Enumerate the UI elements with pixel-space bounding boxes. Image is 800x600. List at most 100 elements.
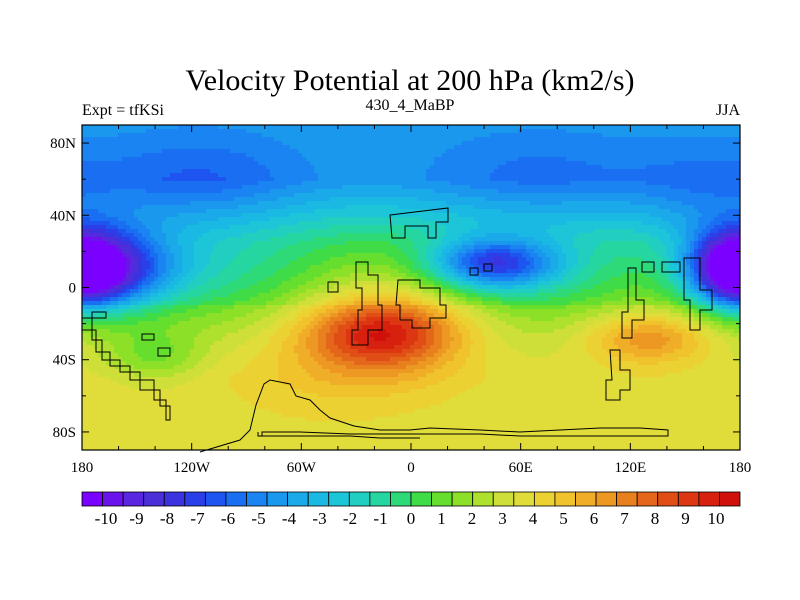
field-cell <box>422 217 427 222</box>
field-cell <box>302 169 307 174</box>
field-cell <box>122 245 127 250</box>
field-cell <box>638 193 643 198</box>
field-cell <box>326 193 331 198</box>
field-cell <box>710 145 715 150</box>
field-cell <box>230 245 235 250</box>
field-cell <box>146 225 151 230</box>
field-cell <box>626 213 631 218</box>
field-cell <box>174 221 179 226</box>
field-cell <box>722 173 727 178</box>
field-cell <box>150 229 155 234</box>
field-cell <box>714 233 719 238</box>
field-cell <box>730 185 735 190</box>
field-cell <box>354 217 359 222</box>
field-cell <box>238 209 243 214</box>
field-cell <box>466 149 471 154</box>
field-cell <box>134 225 139 230</box>
field-cell <box>562 201 567 206</box>
field-cell <box>670 157 675 162</box>
field-cell <box>330 137 335 142</box>
field-cell <box>446 193 451 198</box>
field-cell <box>282 193 287 198</box>
field-cell <box>342 169 347 174</box>
field-cell <box>146 181 151 186</box>
field-cell <box>326 153 331 158</box>
field-cell <box>270 177 275 182</box>
field-cell <box>650 201 655 206</box>
field-cell <box>250 161 255 166</box>
field-cell <box>346 133 351 138</box>
field-cell <box>726 241 731 246</box>
field-cell <box>130 237 135 242</box>
field-cell <box>542 213 547 218</box>
field-cell <box>442 217 447 222</box>
field-cell <box>158 201 163 206</box>
field-cell <box>698 193 703 198</box>
field-cell <box>138 153 143 158</box>
field-cell <box>90 245 95 250</box>
field-cell <box>598 241 603 246</box>
field-cell <box>550 185 555 190</box>
field-cell <box>474 133 479 138</box>
field-cell <box>594 197 599 202</box>
field-cell <box>710 169 715 174</box>
field-cell <box>258 173 263 178</box>
field-cell <box>370 233 375 238</box>
field-cell <box>254 213 259 218</box>
field-cell <box>106 205 111 210</box>
field-cell <box>342 233 347 238</box>
field-cell <box>434 177 439 182</box>
field-cell <box>118 209 123 214</box>
field-cell <box>550 165 555 170</box>
field-cell <box>134 141 139 146</box>
field-cell <box>578 217 583 222</box>
field-cell <box>382 169 387 174</box>
field-cell <box>154 157 159 162</box>
field-cell <box>502 185 507 190</box>
field-cell <box>490 141 495 146</box>
field-cell <box>326 173 331 178</box>
field-cell <box>578 233 583 238</box>
field-cell <box>694 157 699 162</box>
field-cell <box>374 217 379 222</box>
field-cell <box>714 225 719 230</box>
field-cell <box>530 173 535 178</box>
field-cell <box>642 205 647 210</box>
field-cell <box>570 241 575 246</box>
field-cell <box>354 165 359 170</box>
field-cell <box>494 137 499 142</box>
field-cell <box>418 141 423 146</box>
field-cell <box>282 137 287 142</box>
field-cell <box>506 213 511 218</box>
field-cell <box>602 129 607 134</box>
field-cell <box>402 137 407 142</box>
field-cell <box>442 237 447 242</box>
field-cell <box>90 181 95 186</box>
field-cell <box>638 157 643 162</box>
field-cell <box>470 201 475 206</box>
field-cell <box>486 129 491 134</box>
field-cell <box>630 185 635 190</box>
field-cell <box>278 137 283 142</box>
field-cell <box>354 193 359 198</box>
field-cell <box>410 189 415 194</box>
field-cell <box>230 189 235 194</box>
field-cell <box>202 209 207 214</box>
field-cell <box>382 193 387 198</box>
field-cell <box>430 189 435 194</box>
field-cell <box>602 205 607 210</box>
field-cell <box>390 165 395 170</box>
field-cell <box>722 205 727 210</box>
field-cell <box>630 181 635 186</box>
field-cell <box>322 237 327 242</box>
field-cell <box>374 125 379 130</box>
field-cell <box>210 133 215 138</box>
field-cell <box>94 205 99 210</box>
field-cell <box>702 209 707 214</box>
field-cell <box>362 229 367 234</box>
field-cell <box>470 173 475 178</box>
field-cell <box>258 193 263 198</box>
field-cell <box>422 169 427 174</box>
field-cell <box>370 177 375 182</box>
field-cell <box>622 133 627 138</box>
